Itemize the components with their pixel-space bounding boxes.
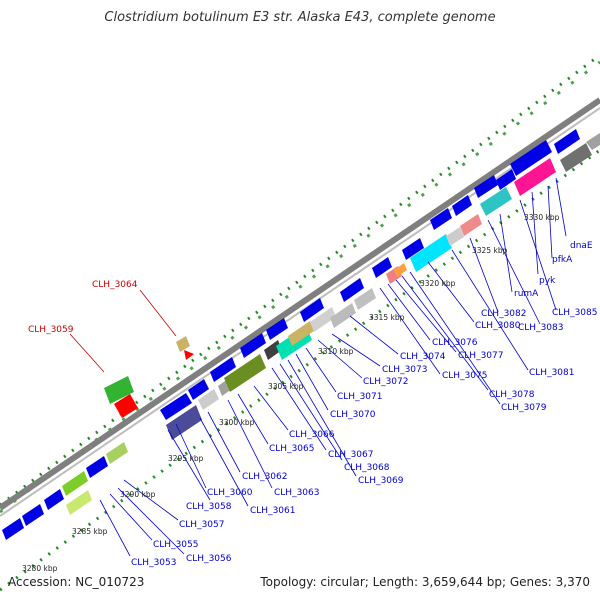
- gene-label[interactable]: CLH_3081: [529, 368, 574, 378]
- gene-feature[interactable]: [372, 257, 392, 278]
- gene-feature[interactable]: [586, 133, 600, 150]
- gene-feature-highlight[interactable]: [184, 350, 194, 360]
- gene-feature[interactable]: [452, 195, 472, 216]
- gc-skew-track-outer: [0, 60, 600, 514]
- gene-label[interactable]: CLH_3075: [442, 371, 487, 381]
- gene-feature[interactable]: [86, 456, 108, 478]
- gene-feature[interactable]: [288, 321, 314, 346]
- gene-label[interactable]: CLH_3057: [179, 520, 224, 530]
- gene-feature[interactable]: [330, 303, 356, 328]
- tick-label: 3330 kbp: [524, 213, 560, 222]
- gene-feature[interactable]: [394, 263, 407, 277]
- gene-feature[interactable]: [166, 405, 202, 440]
- map-title: Clostridium botulinum E3 str. Alaska E43…: [104, 10, 496, 25]
- gene-label[interactable]: CLH_3058: [186, 502, 232, 512]
- gene-feature[interactable]: [480, 187, 512, 216]
- gene-label[interactable]: CLH_3074: [400, 352, 446, 362]
- gene-feature[interactable]: [402, 238, 424, 260]
- gene-feature[interactable]: [474, 175, 498, 198]
- tick-label: 3280 kbp: [22, 564, 58, 573]
- gene-label[interactable]: CLH_3055: [153, 540, 198, 550]
- gene-feature[interactable]: [44, 489, 64, 510]
- gene-label[interactable]: CLH_3076: [432, 338, 478, 348]
- gene-label[interactable]: dnaE: [570, 241, 593, 251]
- tick-label: 3295 kbp: [168, 454, 204, 463]
- gene-label[interactable]: CLH_3083: [518, 323, 563, 333]
- gene-label[interactable]: CLH_3078: [489, 390, 535, 400]
- gene-feature[interactable]: [340, 278, 364, 302]
- gene-feature[interactable]: [62, 471, 88, 496]
- genome-backbone: [0, 97, 600, 511]
- gene-feature[interactable]: [188, 379, 209, 400]
- gene-label[interactable]: CLH_3082: [481, 309, 526, 319]
- highlight-connectors: [69, 289, 177, 373]
- gene-feature[interactable]: [410, 234, 452, 272]
- label-connectors: [99, 177, 567, 557]
- gene-label[interactable]: CLH_3072: [363, 377, 408, 387]
- tick-labels: 3280 kbp 3285 kbp 3290 kbp 3295 kbp 3300…: [22, 213, 560, 573]
- gene-label[interactable]: CLH_3069: [358, 476, 404, 486]
- gene-label[interactable]: CLH_3068: [344, 463, 390, 473]
- gene-feature[interactable]: [460, 214, 482, 236]
- gene-label[interactable]: CLH_3053: [131, 558, 176, 568]
- gene-feature[interactable]: [160, 393, 192, 420]
- tick-label: 3310 kbp: [318, 347, 354, 356]
- gene-label[interactable]: pfkA: [552, 255, 573, 265]
- gene-feature[interactable]: [300, 298, 324, 322]
- gene-feature[interactable]: [446, 227, 464, 246]
- gene-feature[interactable]: [224, 354, 266, 392]
- genome-summary: Topology: circular; Length: 3,659,644 bp…: [260, 575, 590, 589]
- gene-label[interactable]: CLH_3056: [186, 554, 232, 564]
- gene-feature[interactable]: [240, 333, 266, 358]
- gc-content-track-inner: [0, 148, 600, 592]
- tick-label: 3290 kbp: [120, 490, 156, 499]
- gene-feature[interactable]: [106, 442, 128, 464]
- tick-label: 3285 kbp: [72, 527, 108, 536]
- tick-label: 3325 kbp: [472, 246, 508, 255]
- gene-label[interactable]: CLH_3077: [458, 351, 503, 361]
- gene-labels: CLH_3053 CLH_3055 CLH_3056 CLH_3057 CLH_…: [28, 241, 597, 568]
- gene-label[interactable]: CLH_3063: [274, 488, 319, 498]
- gene-feature[interactable]: [66, 490, 92, 515]
- gene-label[interactable]: CLH_3070: [330, 410, 376, 420]
- tick-label: 3315 kbp: [369, 313, 405, 322]
- gene-track: [2, 129, 600, 540]
- gene-feature[interactable]: [560, 143, 592, 172]
- highlight-gene-label[interactable]: CLH_3059: [28, 325, 74, 335]
- gene-feature[interactable]: [198, 389, 219, 410]
- gene-label[interactable]: CLH_3085: [552, 308, 597, 318]
- gene-feature[interactable]: [430, 208, 452, 230]
- gene-feature[interactable]: [2, 518, 24, 540]
- gene-label[interactable]: rumA: [514, 289, 539, 299]
- tick-label: 3320 kbp: [420, 279, 456, 288]
- gene-label[interactable]: CLH_3067: [328, 450, 373, 460]
- gene-label[interactable]: pyk: [539, 276, 556, 286]
- gene-feature-highlight[interactable]: [104, 376, 134, 404]
- gene-feature[interactable]: [210, 357, 236, 382]
- gene-feature[interactable]: [266, 318, 288, 340]
- gene-feature[interactable]: [22, 504, 44, 526]
- gene-feature[interactable]: [554, 129, 580, 154]
- gene-label[interactable]: CLH_3073: [382, 365, 427, 375]
- gene-feature-highlight[interactable]: [114, 394, 138, 418]
- gene-feature-highlight[interactable]: [176, 336, 190, 352]
- gene-label[interactable]: CLH_3060: [207, 488, 253, 498]
- gene-feature[interactable]: [514, 158, 556, 196]
- gene-label[interactable]: CLH_3062: [242, 472, 287, 482]
- gene-label[interactable]: CLH_3080: [475, 321, 521, 331]
- gene-label[interactable]: CLH_3066: [289, 430, 335, 440]
- tick-label: 3305 kbp: [268, 382, 304, 391]
- gene-label[interactable]: CLH_3079: [501, 403, 547, 413]
- gene-label[interactable]: CLH_3065: [269, 444, 314, 454]
- tick-label: 3300 kbp: [219, 418, 255, 427]
- gene-label[interactable]: CLH_3071: [337, 392, 382, 402]
- gene-feature[interactable]: [354, 288, 376, 310]
- highlight-gene-label[interactable]: CLH_3064: [92, 280, 138, 290]
- gene-feature[interactable]: [310, 307, 336, 332]
- gene-label[interactable]: CLH_3061: [250, 506, 295, 516]
- accession-text: Accession: NC_010723: [8, 575, 145, 589]
- gene-feature[interactable]: [510, 140, 552, 176]
- gene-feature[interactable]: [496, 169, 516, 190]
